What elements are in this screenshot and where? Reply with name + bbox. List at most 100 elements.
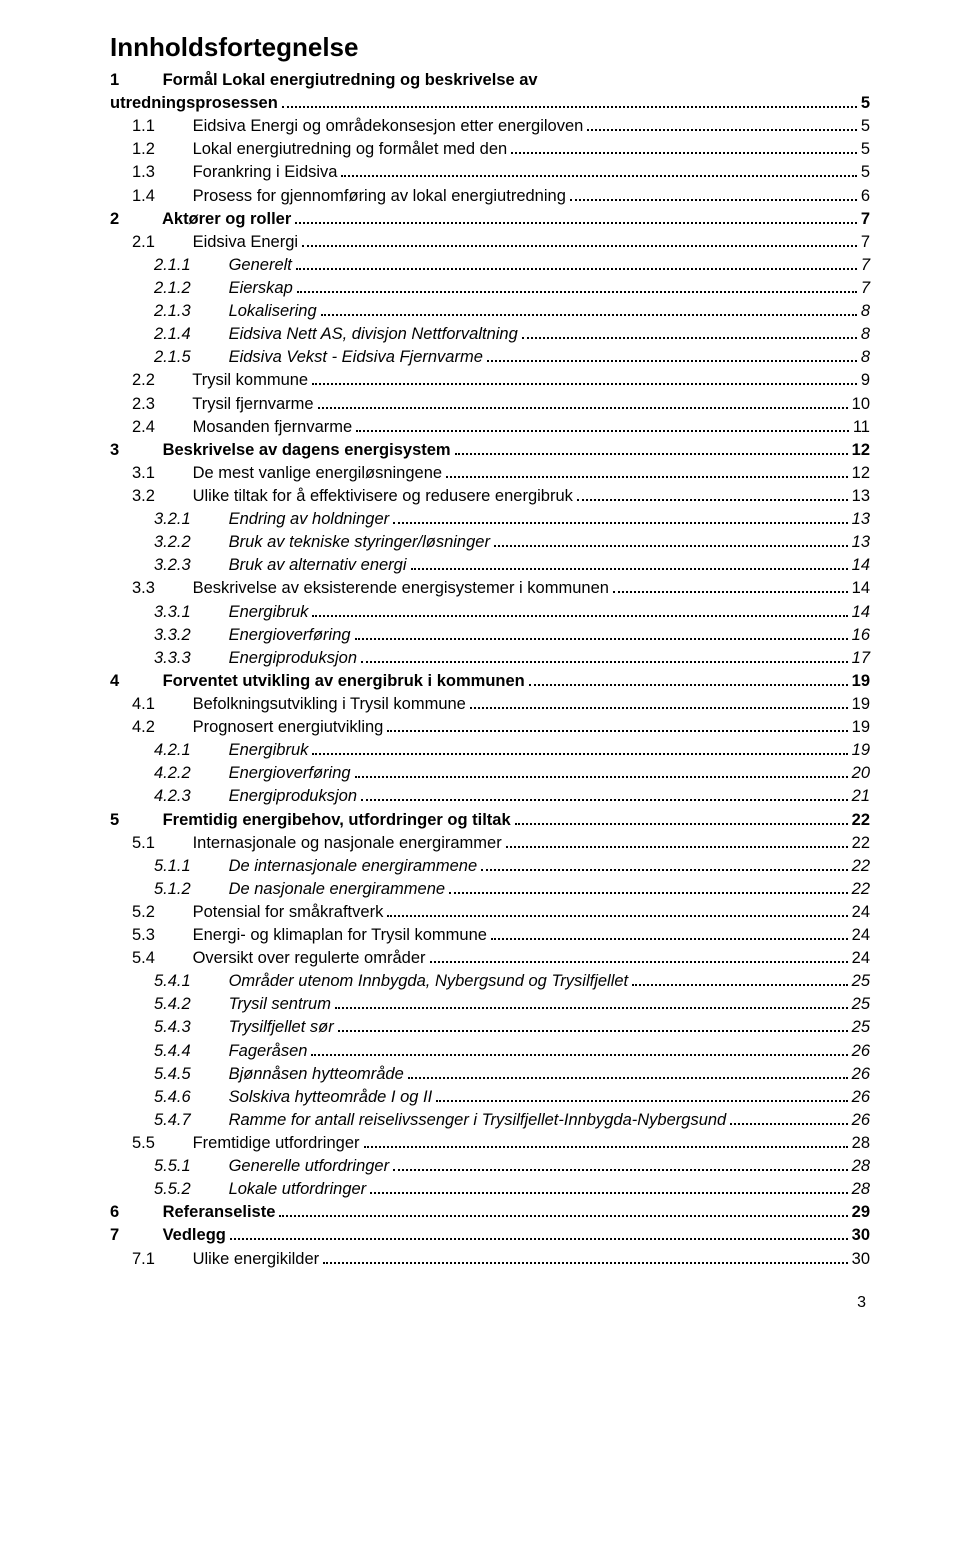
- toc-entry-label: 2 Aktører og roller: [110, 208, 291, 230]
- toc-entry-label: 5.5.2 Lokale utfordringer: [154, 1178, 366, 1200]
- toc-entry-label: 5.2 Potensial for småkraftverk: [132, 901, 383, 923]
- toc-entry: 2.1.3 Lokalisering8: [110, 299, 870, 322]
- toc-entry-page: 7: [861, 254, 870, 276]
- toc-entry-page: 30: [852, 1248, 870, 1270]
- toc-leader: [632, 969, 848, 986]
- toc-leader: [411, 553, 848, 570]
- toc-entry: 5.4.5 Bjønnåsen hytteområde 26: [110, 1062, 870, 1085]
- toc-entry-page: 13: [852, 485, 870, 507]
- toc-leader: [321, 299, 857, 316]
- toc-entry-page: 26: [852, 1109, 870, 1131]
- toc-entry: 5.4.1 Områder utenom Innbygda, Nybergsun…: [110, 969, 870, 992]
- toc-entry-label: 5.1.1 De internasjonale energirammene: [154, 855, 477, 877]
- toc-leader: [361, 646, 848, 663]
- toc-entry: 3.3.1 Energibruk 14: [110, 600, 870, 623]
- toc-entry-label: 5.1 Internasjonale og nasjonale energira…: [132, 832, 502, 854]
- toc-entry-page: 7: [861, 208, 870, 230]
- toc-leader: [446, 461, 848, 478]
- toc-entry: 3.2 Ulike tiltak for å effektivisere og …: [110, 484, 870, 507]
- toc-entry-label: 2.4 Mosanden fjernvarme: [132, 416, 352, 438]
- toc-entry: 3.3.3 Energiproduksjon17: [110, 646, 870, 669]
- toc-entry-page: 6: [861, 185, 870, 207]
- toc-leader: [387, 715, 847, 732]
- toc-entry-page: 5: [861, 92, 870, 114]
- toc-entry: 2.2 Trysil kommune 9: [110, 369, 870, 392]
- toc-entry: 5.2 Potensial for småkraftverk24: [110, 900, 870, 923]
- toc-entry: 2.1.2 Eierskap 7: [110, 276, 870, 299]
- toc-entry-label: 5.4 Oversikt over regulerte områder: [132, 947, 426, 969]
- toc-entry-page: 17: [852, 647, 870, 669]
- toc-entry: 6 Referanseliste29: [110, 1201, 870, 1224]
- toc-entry-page: 5: [861, 138, 870, 160]
- toc-entry-page: 28: [852, 1178, 870, 1200]
- toc-entry-label: 1 Formål Lokal energiutredning og beskri…: [110, 69, 538, 91]
- toc-leader: [515, 808, 848, 825]
- toc-entry-label: 5.4.6 Solskiva hytteområde I og II: [154, 1086, 432, 1108]
- toc-entry: 5.4.2 Trysil sentrum25: [110, 993, 870, 1016]
- toc-entry-page: 28: [852, 1155, 870, 1177]
- toc-entry: 4.2.2 Energioverføring20: [110, 761, 870, 784]
- toc-entry: 2.1.5 Eidsiva Vekst - Eidsiva Fjernvarme…: [110, 345, 870, 368]
- toc-entry: 2.1.4 Eidsiva Nett AS, divisjon Nettforv…: [110, 322, 870, 345]
- toc-entry-page: 16: [852, 624, 870, 646]
- toc-entry-page: 22: [852, 855, 870, 877]
- toc-entry-label: 3.1 De mest vanlige energiløsningene: [132, 462, 442, 484]
- toc-leader: [312, 369, 857, 386]
- toc-entry-page: 14: [852, 577, 870, 599]
- toc-entry: 5.4.7 Ramme for antall reiselivssenger i…: [110, 1108, 870, 1131]
- toc-entry-label: 2.1.2 Eierskap: [154, 277, 293, 299]
- toc-entry-label: 2.3 Trysil fjernvarme: [132, 393, 314, 415]
- toc-entry: 3.3.2 Energioverføring16: [110, 623, 870, 646]
- toc-leader: [355, 623, 848, 640]
- toc-entry: 1.2 Lokal energiutredning og formålet me…: [110, 137, 870, 160]
- toc-entry: 2.1 Eidsiva Energi 7: [110, 230, 870, 253]
- toc-entry-page: 24: [852, 924, 870, 946]
- toc-entry: 3.2.1 Endring av holdninger13: [110, 507, 870, 530]
- toc-entry-page: 12: [852, 462, 870, 484]
- toc-entry-page: 14: [852, 554, 870, 576]
- toc-entry-page: 21: [852, 785, 870, 807]
- toc-entry: 5.4.3 Trysilfjellet sør25: [110, 1016, 870, 1039]
- toc-leader: [355, 761, 848, 778]
- toc-entry-page: 7: [861, 231, 870, 253]
- toc-entry-page: 25: [852, 993, 870, 1015]
- toc-leader: [364, 1131, 848, 1148]
- toc-entry-label: 5.4.3 Trysilfjellet sør: [154, 1016, 334, 1038]
- toc-leader: [393, 507, 848, 524]
- toc-entry-label: 2.2 Trysil kommune: [132, 369, 308, 391]
- toc-entry-page: 19: [852, 693, 870, 715]
- toc-entry: 3.3 Beskrivelse av eksisterende energisy…: [110, 577, 870, 600]
- toc-entry-label: 2.1 Eidsiva Energi: [132, 231, 298, 253]
- toc-entry-label: 5.4.5 Bjønnåsen hytteområde: [154, 1063, 404, 1085]
- toc-entry-page: 19: [852, 670, 870, 692]
- toc-leader: [295, 207, 857, 224]
- toc-entry: 3.2.3 Bruk av alternativ energi14: [110, 553, 870, 576]
- toc-entry-label: 2.1.5 Eidsiva Vekst - Eidsiva Fjernvarme: [154, 346, 483, 368]
- toc-entry-label: 7 Vedlegg: [110, 1224, 226, 1246]
- toc-leader: [335, 993, 848, 1010]
- toc-leader: [577, 484, 848, 501]
- toc-entry-label: 4.2.3 Energiproduksjon: [154, 785, 357, 807]
- toc-entry-page: 19: [852, 716, 870, 738]
- toc-leader: [487, 345, 857, 362]
- toc-entry-page: 14: [852, 601, 870, 623]
- toc-entry-page: 9: [861, 369, 870, 391]
- toc-entry-page: 11: [853, 416, 870, 438]
- toc-entry-page: 8: [861, 346, 870, 368]
- toc-entry-page: 7: [861, 277, 870, 299]
- toc-entry-page: 8: [861, 300, 870, 322]
- toc-entry-label: 5.4.7 Ramme for antall reiselivssenger i…: [154, 1109, 726, 1131]
- toc-entry-label: 5.3 Energi- og klimaplan for Trysil komm…: [132, 924, 487, 946]
- toc-entry-label: 4 Forventet utvikling av energibruk i ko…: [110, 670, 525, 692]
- toc-entry-label: 5.5 Fremtidige utfordringer: [132, 1132, 360, 1154]
- toc-entry-label: 4.2.1 Energibruk: [154, 739, 308, 761]
- toc-leader: [297, 276, 857, 293]
- toc-entry-label: 6 Referanseliste: [110, 1201, 275, 1223]
- toc-entry-label: 3.3.1 Energibruk: [154, 601, 308, 623]
- toc-entry: 2.1.1 Generelt7: [110, 253, 870, 276]
- toc-leader: [393, 1154, 848, 1171]
- toc-entry-page: 26: [852, 1063, 870, 1085]
- toc-entry-page: 22: [852, 809, 870, 831]
- toc-leader: [570, 184, 857, 201]
- toc-entry-label: 1.1 Eidsiva Energi og områdekonsesjon et…: [132, 115, 583, 137]
